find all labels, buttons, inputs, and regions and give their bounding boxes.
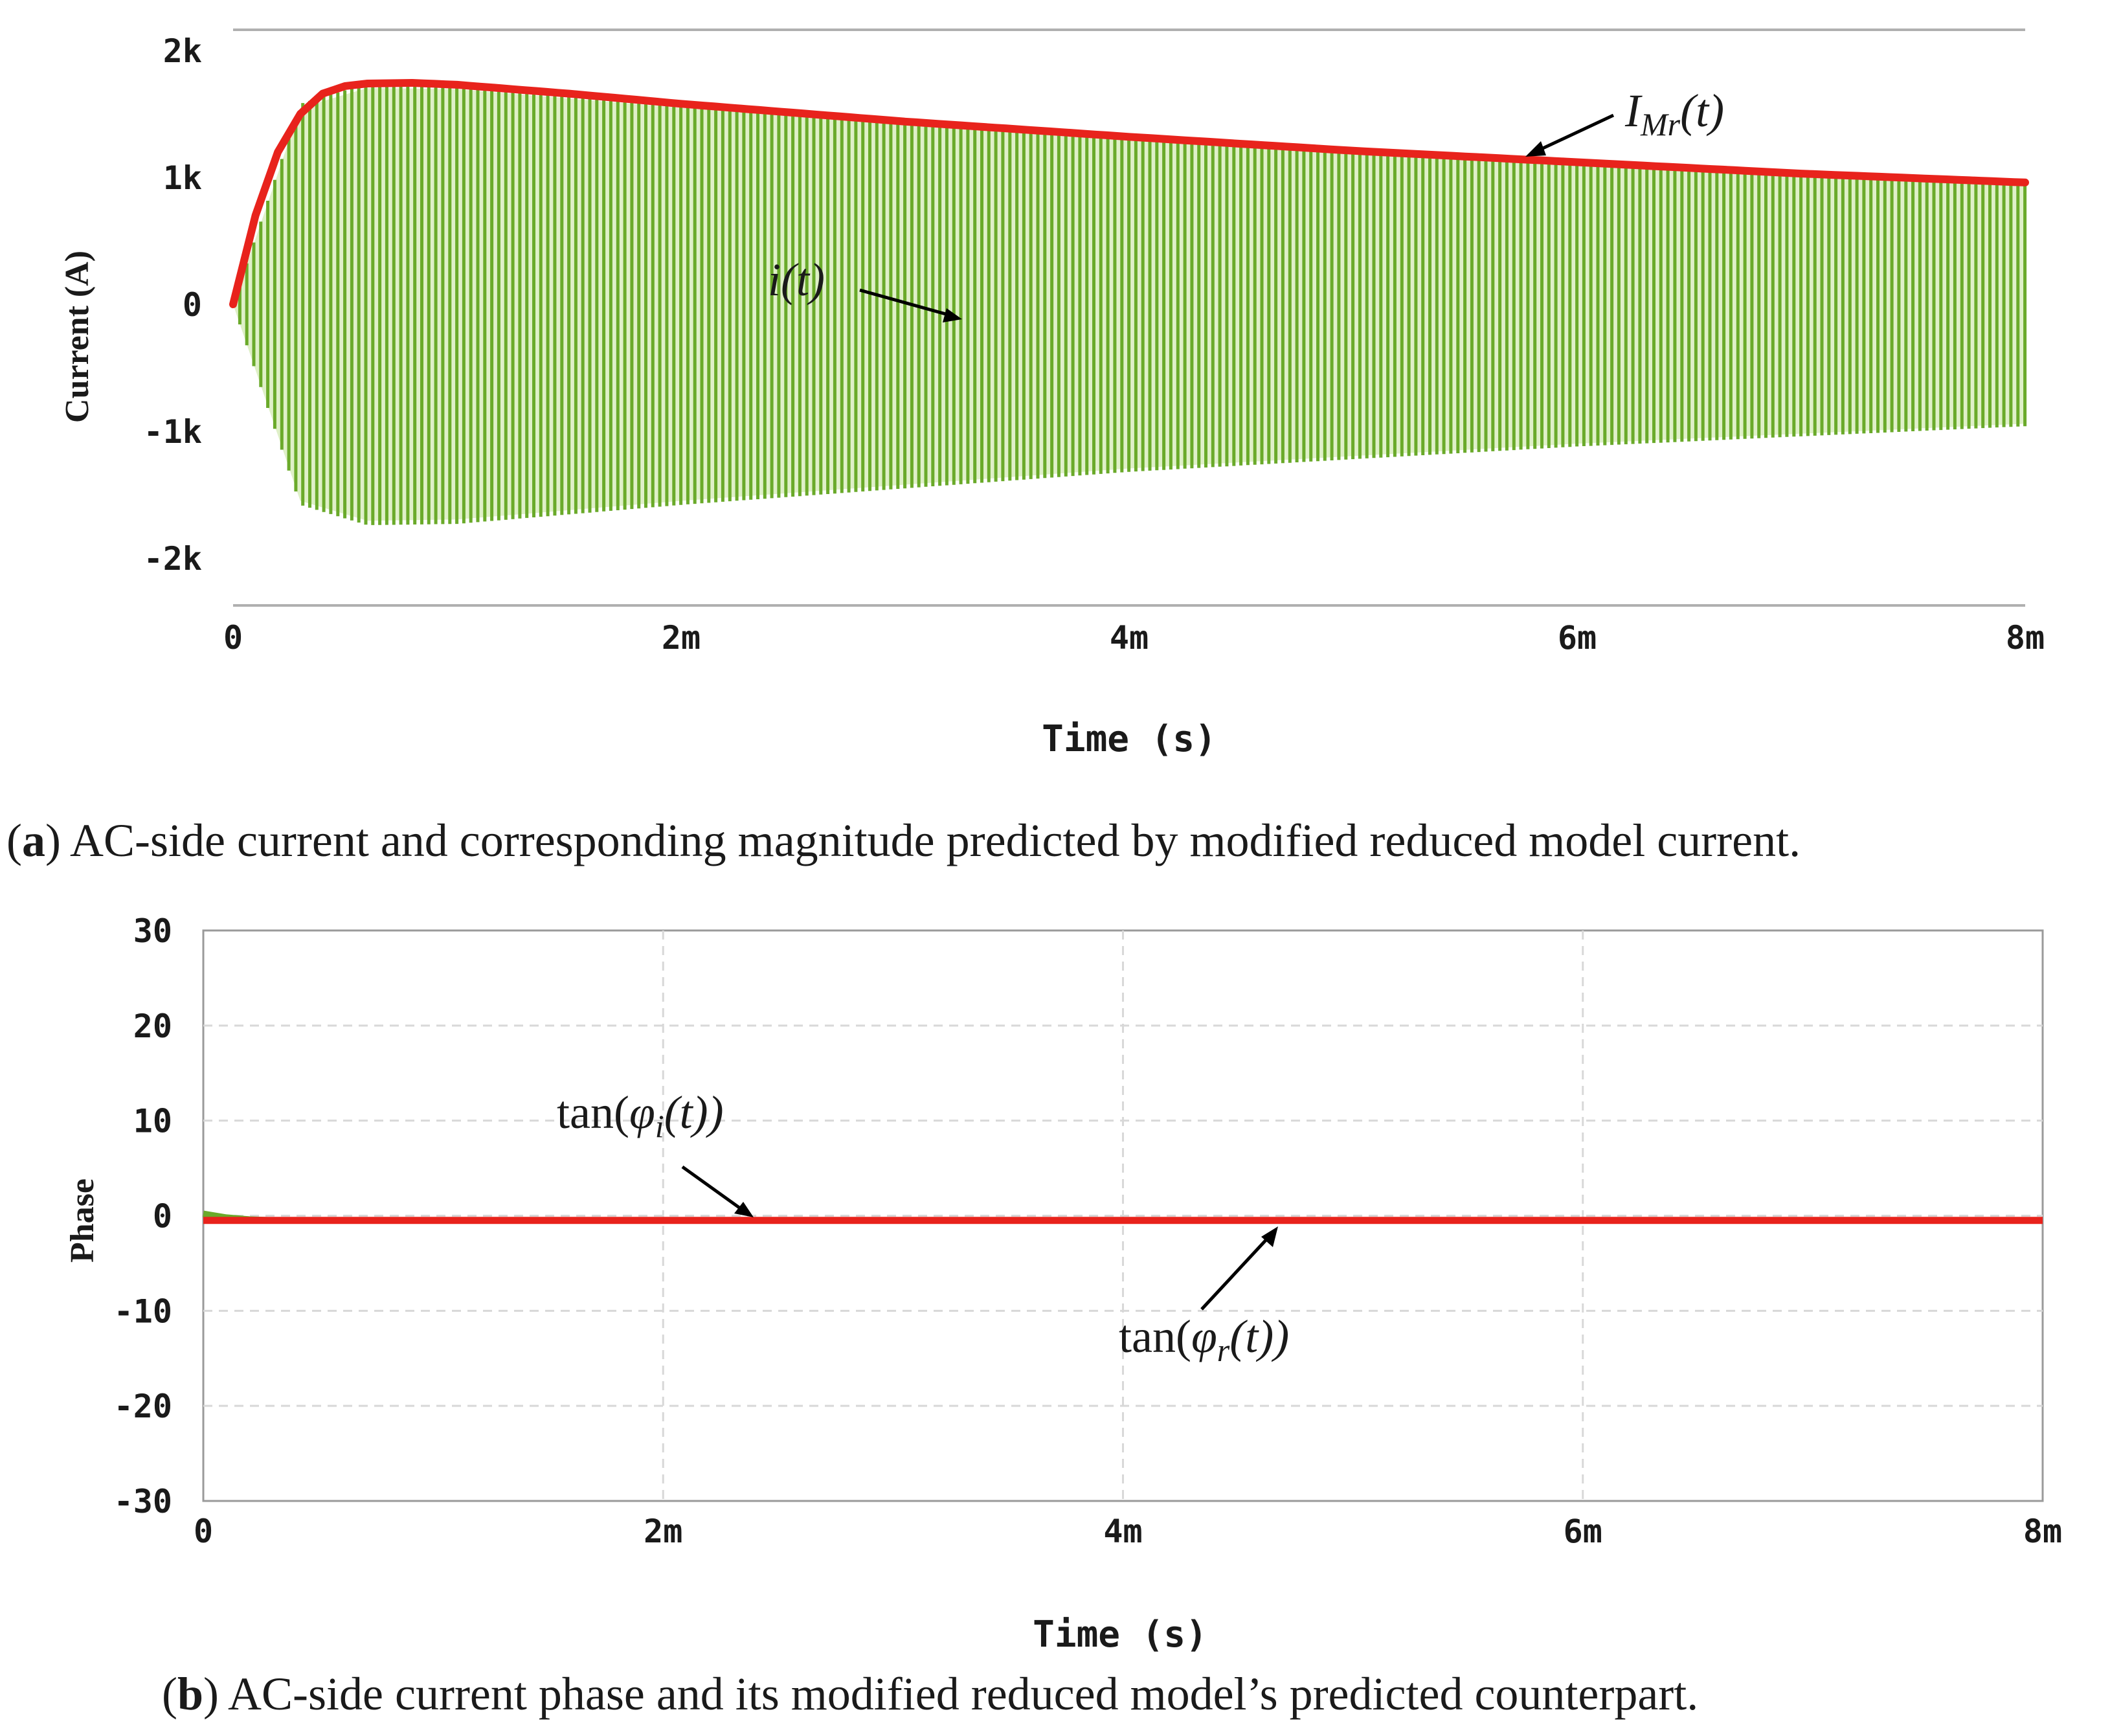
annotation-phase-r-suffix: (t)): [1229, 1311, 1289, 1362]
panel-b-x-tick-label: 2m: [644, 1513, 682, 1550]
annotation-current-suffix: ): [807, 254, 825, 306]
panel-b-y-tick-label: 30: [133, 912, 172, 950]
panel-b-y-axis-label: Phase: [64, 1178, 101, 1263]
panel-a-current-oscillation: [238, 84, 2027, 525]
caption-a-label: a: [22, 815, 45, 866]
panel-a-magnitude-line: [229, 79, 2029, 308]
caption-a: (a) AC-side current and corresponding ma…: [6, 815, 1801, 866]
annotation-phase-i-suffix: (t)): [664, 1087, 724, 1138]
annotation-phase-r-phi: φ: [1191, 1311, 1217, 1362]
panel-a-y-tick-label: 2k: [163, 32, 202, 70]
panel-b-grid: [203, 930, 2043, 1501]
annotation-phase-i-phi: φ: [629, 1087, 655, 1138]
annotation-phase-r: tan(φr(t)): [1119, 1226, 1289, 1368]
panel-a-y-tick-label: -2k: [144, 540, 202, 578]
annotation-phase-r-arrowhead: [1261, 1226, 1278, 1247]
panel-b-y-tick-label: 0: [153, 1198, 172, 1235]
panel-b-x-tick-label: 8m: [2023, 1513, 2062, 1550]
panel-a-x-tick-label: 4m: [1110, 619, 1149, 657]
caption-b: (b) AC-side current phase and its modifi…: [162, 1668, 1698, 1720]
annotation-current-prefix: i(: [768, 254, 799, 306]
annotation-magnitude-arg: (t): [1680, 85, 1724, 137]
panel-a-grid: [233, 28, 2025, 607]
panel-b-x-tick-label: 0: [194, 1513, 213, 1550]
annotation-phase-i-subscript: i: [655, 1108, 664, 1144]
annotation-phase-i-prefix: tan(: [557, 1087, 629, 1138]
annotation-current-arrowhead: [943, 308, 962, 322]
panel-b-y-tick-label: -30: [114, 1483, 172, 1520]
panel-a-y-tick-label: 1k: [163, 159, 202, 197]
svg-text:tan(φr(t)): tan(φr(t)): [1119, 1311, 1289, 1368]
panel-a-x-axis-label: Time (s): [1042, 718, 1217, 760]
svg-text:tan(φi(t)): tan(φi(t)): [557, 1087, 724, 1144]
panel-a-chart: 2k 1k 0 -1k -2k 0 2m 4m 6m 8m Time (s) Current (…: [6, 28, 2045, 866]
caption-a-text: ) AC-side current and corresponding magn…: [45, 815, 1801, 866]
panel-b-chart: 30 20 10 0 -10 -20 -30 0 2m 4m 6m 8m Time (s) Phas…: [64, 912, 2062, 1720]
panel-a-x-tick-label: 8m: [2006, 619, 2045, 657]
panel-a-x-tick-label: 2m: [662, 619, 701, 657]
panel-b-y-tick-label: -20: [114, 1388, 172, 1425]
annotation-phase-i-arrowhead: [734, 1202, 754, 1217]
annotation-current-arrow: [859, 288, 951, 317]
panel-a-x-ticks: 0 2m 4m 6m 8m: [223, 619, 2045, 657]
annotation-magnitude: IMr(t): [1525, 85, 1724, 157]
panel-b-y-tick-label: 10: [133, 1103, 172, 1140]
annotation-magnitude-arrowhead: [1525, 141, 1546, 157]
panel-b-x-ticks: 0 2m 4m 6m 8m: [194, 1513, 2062, 1550]
panel-a-current-series: [233, 84, 2027, 525]
panel-b-x-tick-label: 6m: [1564, 1513, 1602, 1550]
panel-a-y-ticks: 2k 1k 0 -1k -2k: [144, 32, 202, 578]
caption-b-text: ) AC-side current phase and its modified…: [203, 1668, 1698, 1720]
panel-b-x-axis-label: Time (s): [1033, 1614, 1207, 1656]
svg-text:IMr(t): IMr(t): [1624, 85, 1724, 142]
panel-b-y-tick-label: 20: [133, 1008, 172, 1045]
annotation-phase-r-subscript: r: [1217, 1332, 1230, 1368]
svg-text:i(t): i(t): [768, 254, 825, 306]
caption-b-label: b: [177, 1668, 203, 1720]
annotation-current-var: t: [796, 254, 811, 306]
annotation-phase-r-prefix: tan(: [1119, 1311, 1191, 1362]
panel-a-y-tick-label: -1k: [144, 413, 202, 451]
panel-b-y-tick-label: -10: [114, 1292, 172, 1330]
annotation-magnitude-symbol: I: [1624, 85, 1643, 137]
annotation-magnitude-arrow: [1532, 113, 1615, 155]
annotation-phase-i: tan(φi(t)): [557, 1087, 754, 1217]
annotation-phase-r-arrow: [1200, 1235, 1270, 1311]
panel-a-y-axis-label: Current (A): [59, 251, 96, 423]
annotation-current: i(t): [768, 254, 962, 322]
panel-a-y-tick-label: 0: [183, 286, 202, 324]
annotation-magnitude-subscript: Mr: [1640, 106, 1681, 142]
panel-a-x-tick-label: 6m: [1558, 619, 1597, 657]
panel-a-x-tick-label: 0: [223, 619, 243, 657]
annotation-phase-i-arrow: [681, 1165, 743, 1212]
panel-b-y-ticks: 30 20 10 0 -10 -20 -30: [114, 912, 172, 1520]
panel-b-x-tick-label: 4m: [1103, 1513, 1142, 1550]
